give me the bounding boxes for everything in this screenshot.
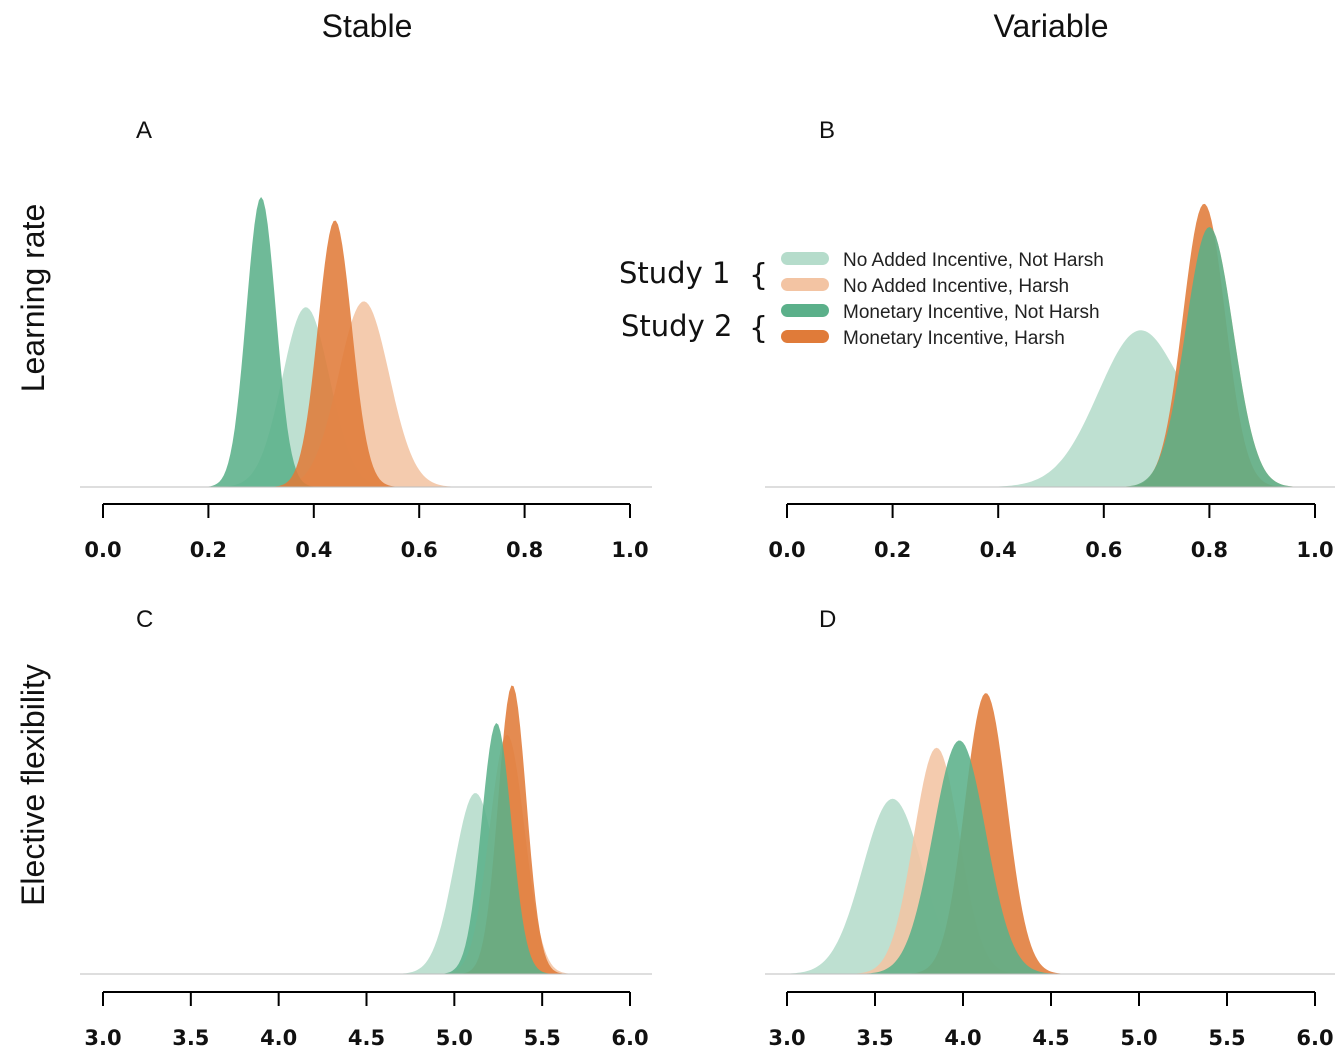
legend-label-no-incentive-not-harsh: No Added Incentive, Not Harsh (843, 250, 1104, 271)
panel-b-density-areas (787, 203, 1315, 487)
legend-swatch-no-incentive-harsh (781, 278, 829, 291)
panel-b-x-tick-label: 0.0 (768, 538, 805, 562)
panel-d-x-tick-label: 4.5 (1032, 1026, 1069, 1050)
panel-c-x-tick-label: 5.5 (524, 1026, 561, 1050)
panel-d-x-tick-label: 4.0 (944, 1026, 981, 1050)
legend: Study 1 { Study 2 { No Added Incentive, … (619, 250, 1104, 349)
panel-d-x-tick-label: 5.5 (1208, 1026, 1245, 1050)
panel-c-x-tick-label: 4.5 (348, 1026, 385, 1050)
panel-b-x-tick-label: 0.4 (980, 538, 1017, 562)
legend-swatch-monetary-harsh (781, 330, 829, 343)
panel-d-density-no-incentive-not-harsh (787, 798, 1315, 974)
panel-b-x-tick-label: 1.0 (1296, 538, 1333, 562)
panel-a-density-no-incentive-harsh (103, 301, 630, 487)
panel-c-density-areas (103, 685, 630, 974)
panel-d-density-areas (787, 693, 1315, 974)
column-title-variable: Variable (993, 8, 1108, 44)
panel-a-x-tick-label: 1.0 (611, 538, 648, 562)
panel-c-x-axis: 3.0 3.5 4.0 4.5 5.0 5.5 6.0 (84, 991, 649, 1050)
legend-group-label-study-2: Study 2 (621, 309, 732, 343)
panel-d-density-monetary-not-harsh (787, 740, 1315, 974)
panel-b-x-axis: 0.0 0.2 0.4 0.6 0.8 1.0 (768, 503, 1334, 562)
panel-b-x-tick-label: 0.2 (874, 538, 911, 562)
column-title-stable: Stable (322, 8, 413, 44)
row-title-elective-flexibility: Elective flexibility (15, 664, 51, 906)
panel-d-x-tick-label: 3.5 (856, 1026, 893, 1050)
panel-a-x-tick-label: 0.8 (506, 538, 543, 562)
panel-c-x-tick-label: 6.0 (611, 1026, 648, 1050)
panel-a: A 0.0 0.2 0.4 0.6 0.8 1.0 (80, 117, 652, 562)
legend-label-monetary-harsh: Monetary Incentive, Harsh (843, 328, 1065, 349)
legend-group-label-study-1: Study 1 (619, 256, 730, 290)
legend-label-no-incentive-harsh: No Added Incentive, Harsh (843, 276, 1069, 297)
panel-c-density-no-incentive-not-harsh (103, 793, 630, 974)
panel-b-x-tick-label: 0.8 (1191, 538, 1228, 562)
panel-a-density-areas (103, 197, 630, 487)
panel-b-density-monetary-not-harsh (787, 227, 1315, 487)
panel-d-x-tick-label: 6.0 (1296, 1026, 1333, 1050)
legend-label-monetary-not-harsh: Monetary Incentive, Not Harsh (843, 302, 1100, 323)
legend-brace-study-1: { (749, 258, 768, 293)
panel-c-x-tick-label: 5.0 (436, 1026, 473, 1050)
legend-swatch-no-incentive-not-harsh (781, 252, 829, 265)
panel-a-x-tick-label: 0.2 (190, 538, 227, 562)
panel-letter-d: D (819, 606, 836, 633)
row-title-learning-rate: Learning rate (15, 204, 51, 393)
panel-b: B 0.0 0.2 0.4 0.6 0.8 1.0 (765, 117, 1335, 562)
panel-a-x-tick-label: 0.6 (401, 538, 438, 562)
panel-d-x-axis: 3.0 3.5 4.0 4.5 5.0 5.5 6.0 (768, 991, 1334, 1050)
panel-d: D 3.0 3.5 4.0 4.5 5.0 5.5 6.0 (765, 606, 1335, 1050)
panel-a-x-tick-label: 0.4 (295, 538, 332, 562)
panel-c-density-monetary-harsh (103, 685, 630, 974)
panel-d-x-tick-label: 5.0 (1120, 1026, 1157, 1050)
panel-b-x-tick-label: 0.6 (1085, 538, 1122, 562)
legend-swatch-monetary-not-harsh (781, 304, 829, 317)
panel-letter-b: B (819, 117, 835, 144)
panel-letter-a: A (136, 117, 152, 144)
panel-c-x-tick-label: 3.0 (84, 1026, 121, 1050)
panel-letter-c: C (136, 606, 153, 633)
panel-c: C 3.0 3.5 4.0 4.5 5.0 5.5 6.0 (80, 606, 652, 1050)
panel-c-x-tick-label: 4.0 (260, 1026, 297, 1050)
panel-a-x-tick-label: 0.0 (84, 538, 121, 562)
panel-c-density-monetary-not-harsh (103, 723, 630, 974)
panel-c-x-tick-label: 3.5 (172, 1026, 209, 1050)
panel-c-density-no-incentive-harsh (103, 734, 630, 974)
legend-brace-study-2: { (749, 311, 768, 346)
panel-d-x-tick-label: 3.0 (768, 1026, 805, 1050)
panel-a-x-axis: 0.0 0.2 0.4 0.6 0.8 1.0 (84, 503, 649, 562)
